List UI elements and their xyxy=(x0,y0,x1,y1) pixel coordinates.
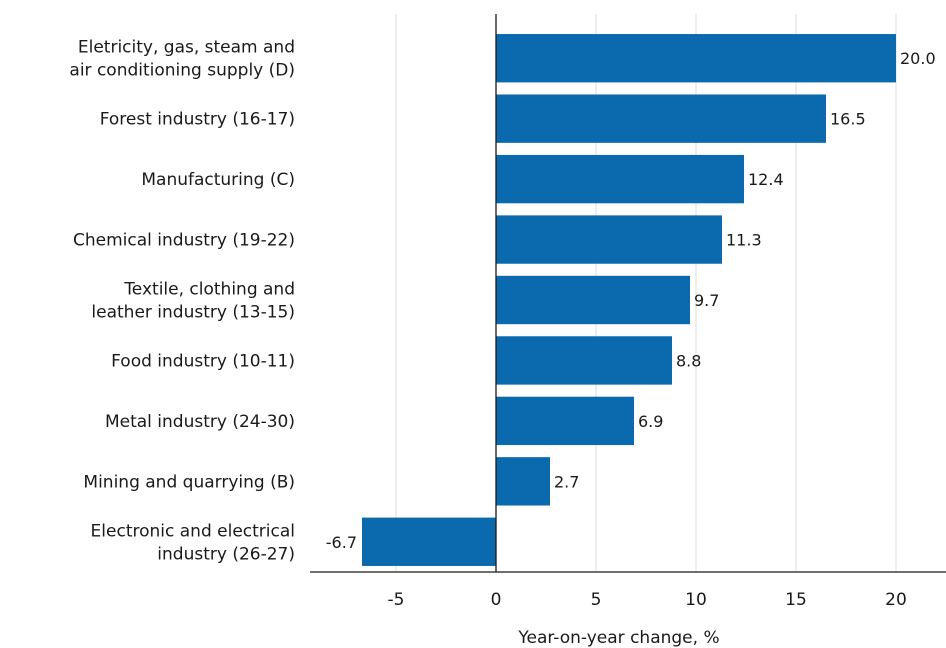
data-label: 12.4 xyxy=(748,170,784,189)
x-tick-label: 5 xyxy=(591,590,602,610)
x-tick-label: 10 xyxy=(685,590,707,610)
category-labels: Eletricity, gas, steam and air conditioni… xyxy=(69,38,295,565)
data-labels: 20.0 16.5 12.4 11.3 9.7 8.8 6.9 2.7 -6.7 xyxy=(326,49,936,552)
bar xyxy=(362,517,496,566)
x-tick-label: 15 xyxy=(785,590,807,610)
data-label: 8.8 xyxy=(676,351,701,370)
x-tick-label: -5 xyxy=(388,590,405,610)
data-label: -6.7 xyxy=(326,533,357,552)
category-label: Forest industry (16-17) xyxy=(100,110,295,130)
bar xyxy=(496,34,896,83)
data-label: 9.7 xyxy=(694,291,719,310)
data-label: 11.3 xyxy=(726,231,762,250)
bar xyxy=(496,457,550,506)
axes xyxy=(310,14,946,573)
x-tick-label: 0 xyxy=(491,590,502,610)
data-label: 2.7 xyxy=(554,472,579,491)
category-label: Electronic and electrical industry (26-27… xyxy=(91,521,295,564)
data-label: 20.0 xyxy=(900,49,936,68)
x-tick-label: 20 xyxy=(885,590,907,610)
bar xyxy=(496,215,722,264)
category-label: Chemical industry (19-22) xyxy=(73,231,295,251)
bar xyxy=(496,396,634,446)
category-label: Manufacturing (C) xyxy=(141,170,295,190)
x-tick-labels: -5 0 5 10 15 20 xyxy=(388,590,907,610)
category-label: Textile, clothing and leather industry (1… xyxy=(91,280,295,323)
bar xyxy=(496,336,672,385)
data-label: 6.9 xyxy=(638,412,663,431)
category-label: Food industry (10-11) xyxy=(111,351,295,371)
category-label: Eletricity, gas, steam and air conditioni… xyxy=(69,38,295,81)
x-axis-title: Year-on-year change, % xyxy=(517,628,719,648)
bars xyxy=(362,34,896,566)
bar xyxy=(496,275,690,325)
data-label: 16.5 xyxy=(830,110,866,129)
bar xyxy=(496,94,826,143)
category-label: Mining and quarrying (B) xyxy=(83,472,295,492)
category-label: Metal industry (24-30) xyxy=(105,412,295,432)
bar xyxy=(496,154,744,204)
